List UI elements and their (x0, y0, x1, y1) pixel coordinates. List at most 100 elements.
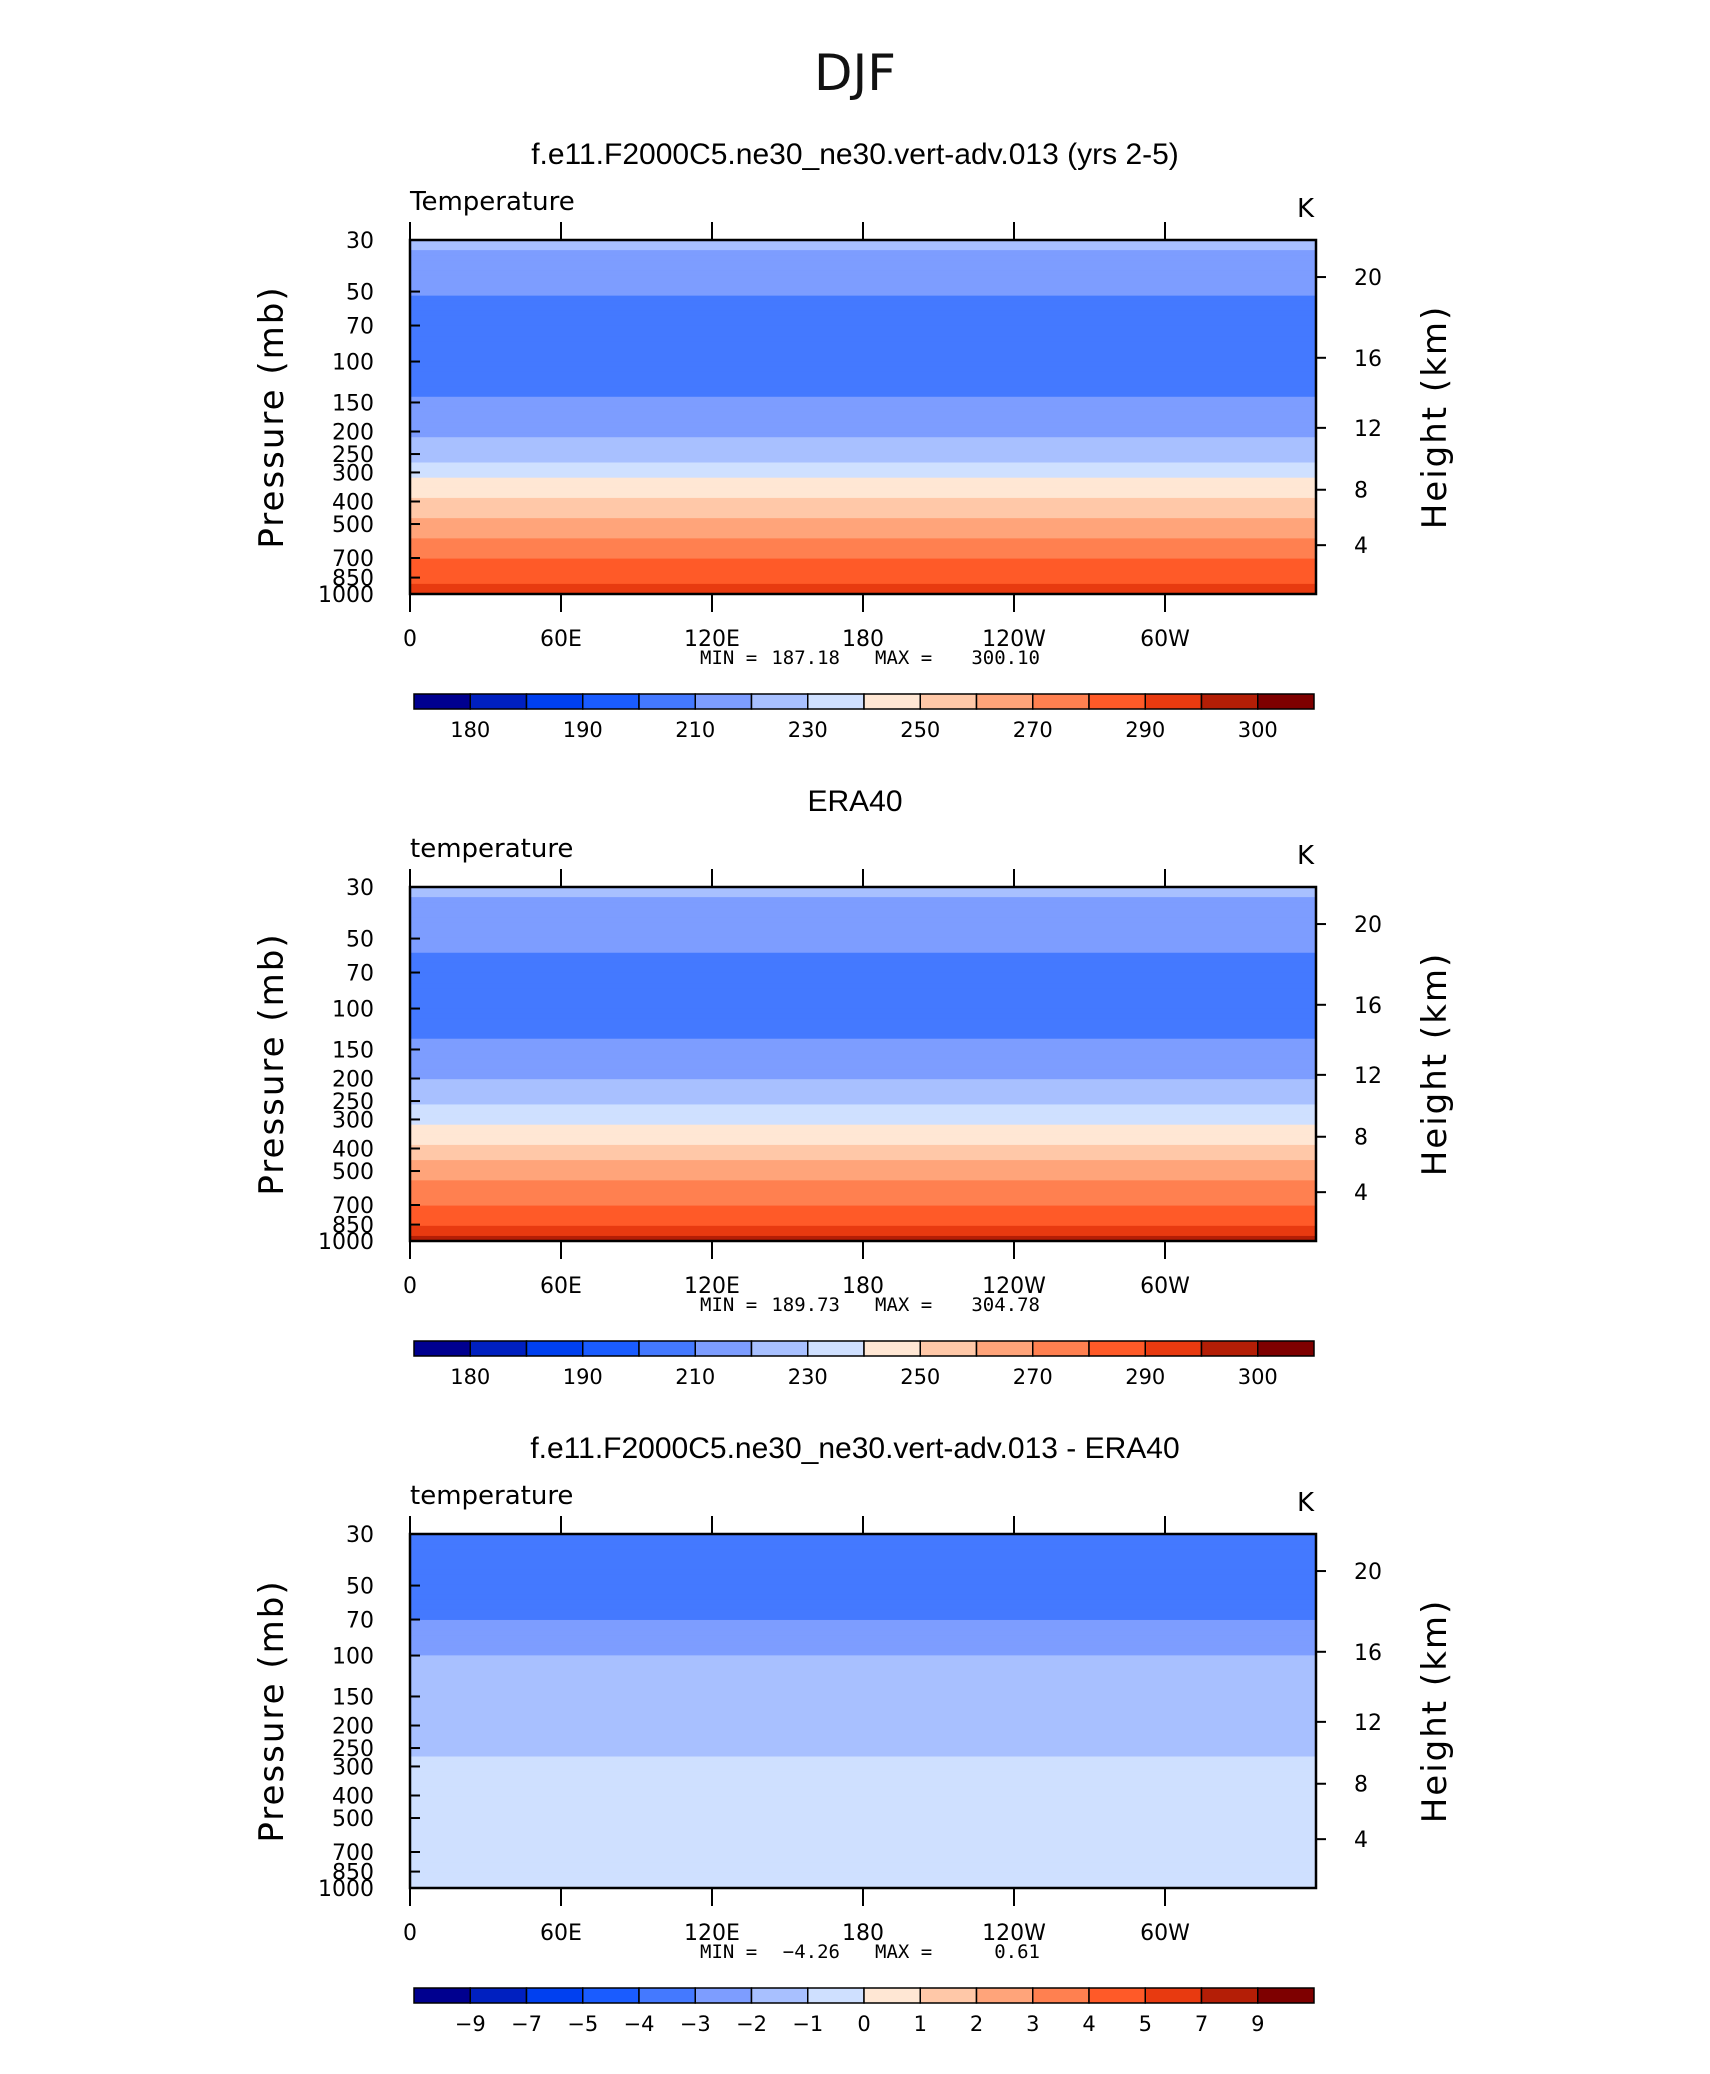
colorbar-label: 270 (1013, 1365, 1053, 1389)
contour-band (410, 942, 1316, 949)
x-tick-label: 180 (842, 627, 884, 652)
contour-band (410, 1665, 1316, 1672)
colorbar-label: 1 (914, 2012, 927, 2036)
colorbar-box (582, 1987, 640, 2004)
contour-band (410, 366, 1316, 373)
contour-band (410, 1064, 1316, 1070)
contour-band (410, 523, 1316, 529)
contour-band (410, 467, 1316, 474)
y-tick-label: 500 (332, 513, 374, 538)
colorbar-box (807, 1340, 865, 1357)
contour-band (410, 1579, 1316, 1586)
contour-band (410, 1134, 1316, 1141)
y2-tick-label: 8 (1354, 1126, 1368, 1151)
contour-band (410, 452, 1316, 459)
colorbar-box (1200, 1987, 1259, 2004)
y-tick-label: 30 (346, 1523, 374, 1548)
contour-band (410, 962, 1316, 969)
contour-band (410, 361, 1316, 368)
contour-band (410, 957, 1316, 964)
contour-band (410, 1604, 1316, 1611)
x-tick-label: 60E (540, 1921, 582, 1946)
contour-band (410, 411, 1316, 418)
y-tick-label: 70 (346, 1609, 374, 1634)
contour-band (410, 1796, 1316, 1803)
y2-tick-label: 20 (1354, 913, 1382, 938)
contour-band (410, 447, 1316, 453)
colorbar-box (1200, 1340, 1259, 1357)
contour-band (410, 1094, 1316, 1100)
contour-band (410, 978, 1316, 984)
contour-band (410, 1751, 1316, 1758)
y-tick-label: 30 (346, 876, 374, 901)
contour-band (410, 1195, 1316, 1202)
colorbar-box (750, 1987, 809, 2004)
contour-band (410, 1589, 1316, 1596)
contour-band (410, 1584, 1316, 1591)
contour-band (410, 897, 1316, 903)
contour-band (410, 1609, 1316, 1616)
y-tick-label: 1000 (318, 583, 374, 608)
contour-band (410, 1053, 1316, 1060)
colorbar-box (694, 693, 753, 710)
contour-band (410, 260, 1316, 266)
y2-axis-title: Height (km) (1415, 305, 1455, 530)
contour-band (410, 1574, 1316, 1581)
contour-band (410, 568, 1316, 575)
colorbar-box (863, 693, 921, 710)
y-tick-label: 70 (346, 315, 374, 340)
y2-tick-label: 4 (1354, 1181, 1368, 1206)
contour-band (410, 1756, 1316, 1763)
colorbar-label: 0 (857, 2012, 870, 2036)
colorbar-box (1032, 1987, 1090, 2004)
colorbar-label: 300 (1238, 1365, 1278, 1389)
contour-band (410, 422, 1316, 428)
y-tick-label: 700 (332, 1194, 374, 1219)
y-axis-title: Pressure (mb) (252, 932, 292, 1195)
contour-band (410, 1180, 1316, 1186)
colorbar-box (694, 1340, 753, 1357)
contour-band (410, 1812, 1316, 1818)
contour-band (410, 255, 1316, 261)
colorbar-label: 300 (1238, 718, 1278, 742)
contour-band (410, 1170, 1316, 1176)
y-tick-label: 250 (332, 1737, 374, 1762)
colorbar-box (919, 1987, 978, 2004)
colorbar-box (469, 1987, 528, 2004)
colorbar-box (1088, 1987, 1146, 2004)
contour-band (410, 386, 1316, 393)
colorbar-box (975, 1340, 1034, 1357)
contour-band (410, 1827, 1316, 1833)
x-tick-label: 180 (842, 1274, 884, 1299)
contour-band (410, 538, 1316, 545)
contour-band (410, 1058, 1316, 1065)
y-tick-label: 700 (332, 547, 374, 572)
x-tick-label: 0 (403, 627, 417, 652)
contour-band (410, 1028, 1316, 1035)
contour-band (410, 1079, 1316, 1085)
contour-band (410, 1655, 1316, 1662)
contour-band (410, 1705, 1316, 1712)
y-tick-label: 400 (332, 1137, 374, 1162)
contour-band (410, 1872, 1316, 1879)
contour-band (410, 265, 1316, 271)
contour-band (410, 902, 1316, 908)
contour-band (410, 1220, 1316, 1227)
contour-band (410, 1670, 1316, 1677)
contour-band (410, 1104, 1316, 1111)
contour-band (410, 1099, 1316, 1106)
contour-band (410, 917, 1316, 923)
max-label: MAX = (875, 1941, 932, 1963)
contour-band (410, 1817, 1316, 1823)
contour-band (410, 1018, 1316, 1025)
contour-band (410, 1160, 1316, 1166)
y2-tick-label: 20 (1354, 266, 1382, 291)
colorbar-label: −2 (736, 2012, 767, 2036)
x-tick-label: 180 (842, 1921, 884, 1946)
colorbar-label: 5 (1139, 2012, 1152, 2036)
contour-band (410, 1630, 1316, 1636)
contour-band (410, 1614, 1316, 1621)
y-tick-label: 500 (332, 1160, 374, 1185)
colorbar-box (919, 693, 978, 710)
